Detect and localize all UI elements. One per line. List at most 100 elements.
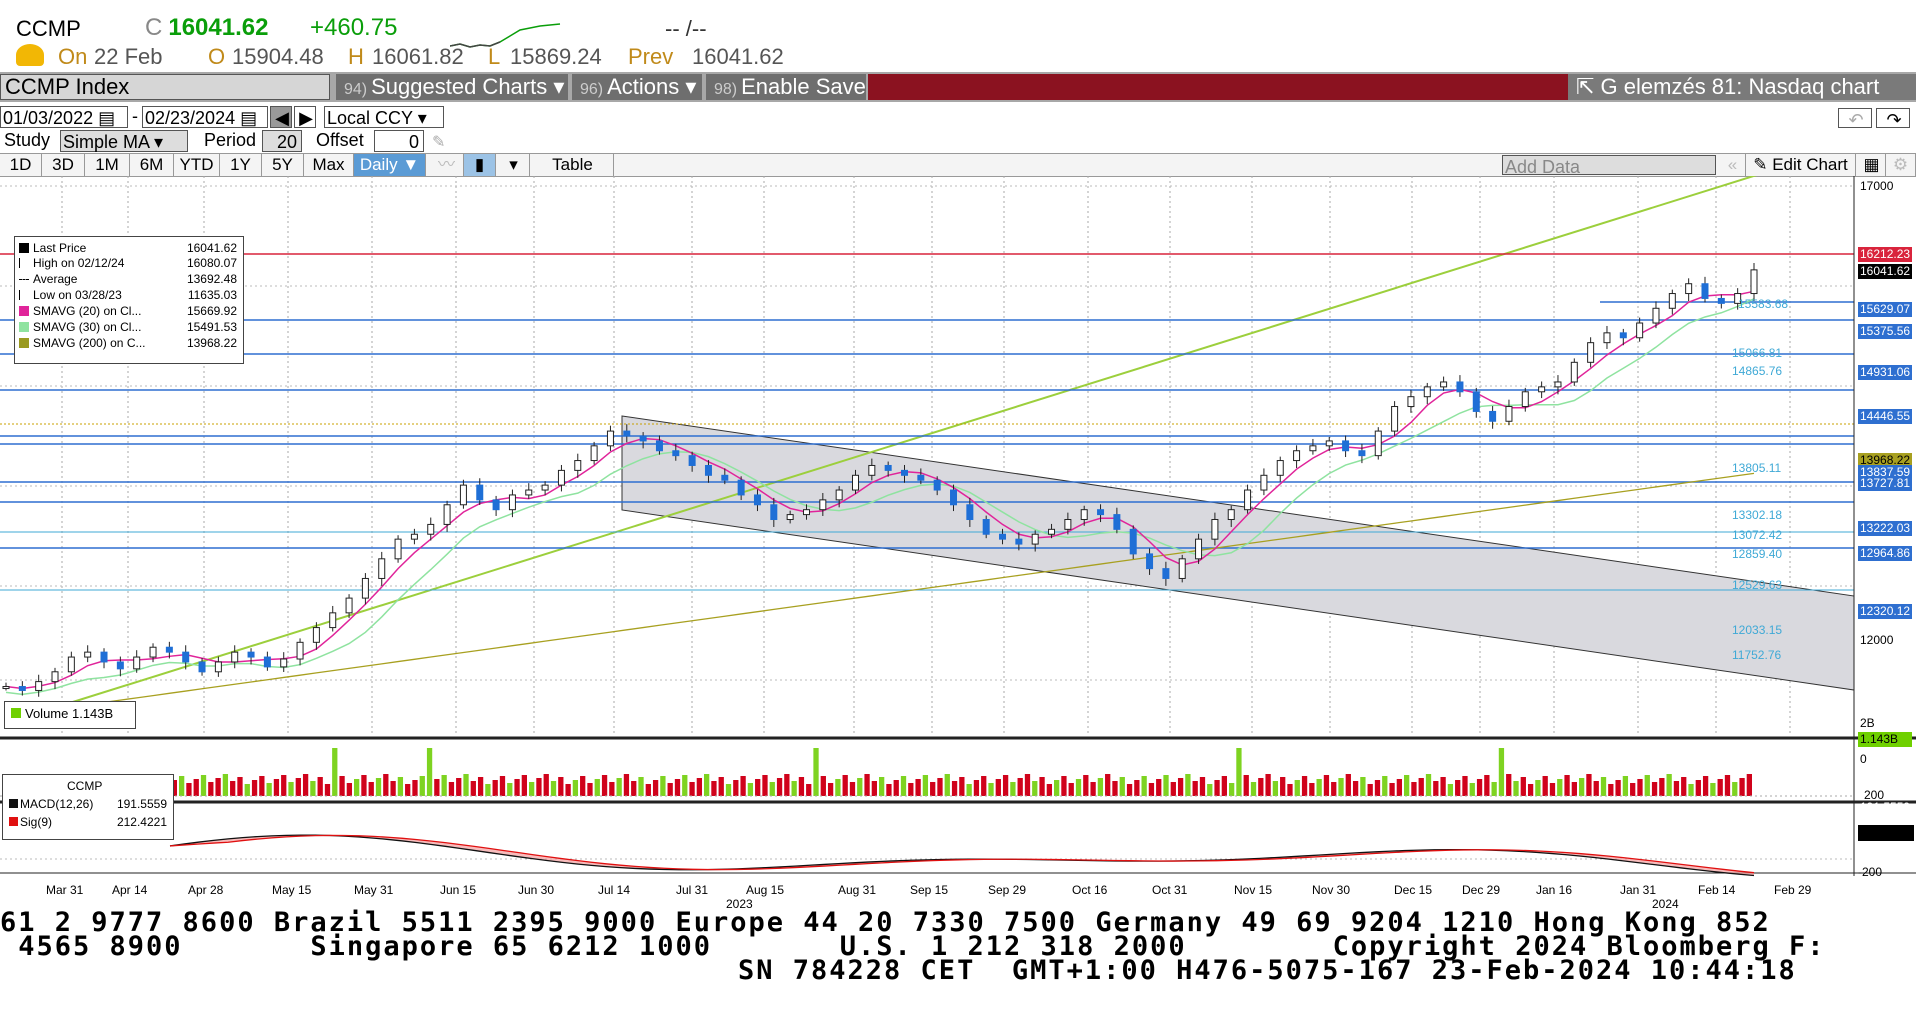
volume-bar <box>492 780 498 796</box>
volume-bar <box>1462 776 1468 796</box>
gauge-icon[interactable] <box>16 44 44 66</box>
volume-bar <box>1163 775 1169 796</box>
candle-body <box>1407 396 1415 408</box>
volume-bar <box>1673 781 1680 796</box>
candle-body <box>999 533 1007 540</box>
volume-bar <box>1323 775 1330 796</box>
volume-bar <box>1542 776 1548 796</box>
period-ytd[interactable]: YTD <box>174 154 220 176</box>
enable-save-button[interactable]: 98) Enable Save <box>706 74 866 100</box>
period-field[interactable]: 20 <box>262 130 302 152</box>
candle-body <box>868 464 876 476</box>
volume-bar <box>580 776 586 796</box>
chart-type-dropdown-icon[interactable]: ▾ <box>498 154 530 176</box>
volume-bar <box>295 778 301 796</box>
legend-row: Average 13692.48 <box>19 272 239 287</box>
table-button[interactable]: Table <box>532 154 614 176</box>
pencil-icon[interactable]: ✎ <box>432 134 446 151</box>
volume-bar <box>827 783 834 796</box>
volume-bar <box>514 779 520 796</box>
undo-icon[interactable]: ↶ <box>1838 108 1872 130</box>
edit-chart-button[interactable]: ✎ Edit Chart <box>1746 154 1856 176</box>
candle-body <box>84 651 92 658</box>
start-date-field[interactable]: 01/03/2022 ▤ <box>0 106 128 128</box>
volume-bar <box>1615 780 1621 796</box>
macd-row: MACD(12,26) <box>9 797 93 811</box>
period-1d[interactable]: 1D <box>0 154 42 176</box>
security-field[interactable]: CCMP Index <box>0 74 330 100</box>
volume-bar <box>441 775 447 796</box>
candle-body <box>1554 381 1562 388</box>
volume-bar <box>230 781 236 796</box>
volume-bar <box>368 782 374 796</box>
period-max[interactable]: Max <box>304 154 354 176</box>
add-data-field[interactable]: Add Data <box>1502 155 1716 177</box>
volume-bar <box>1061 776 1067 796</box>
legend-row: SMAVG (200) on C... 13968.22 <box>19 336 239 351</box>
period-1y[interactable]: 1Y <box>220 154 262 176</box>
volume-bar <box>1630 783 1636 796</box>
gear-icon[interactable]: ⚙ <box>1886 154 1916 176</box>
x-tick-label: Sep 15 <box>910 883 949 897</box>
volume-bar <box>1411 782 1417 796</box>
redo-icon[interactable]: ↷ <box>1876 108 1910 130</box>
candle-body <box>917 474 925 481</box>
volume-bar <box>995 779 1001 796</box>
volume-bar <box>1360 777 1366 796</box>
x-tick-label: Aug 15 <box>746 883 785 897</box>
volume-bar <box>988 783 994 796</box>
suggested-charts-button[interactable]: 94) Suggested Charts ▾ <box>336 74 568 100</box>
offset-label: Offset <box>316 130 364 150</box>
volume-bar <box>1301 776 1308 796</box>
volume-bar <box>470 781 476 796</box>
volume-bar <box>791 781 797 796</box>
line-chart-icon[interactable]: 〰 <box>430 154 464 176</box>
frequency-select[interactable]: Daily ▼ <box>354 154 426 176</box>
study-select[interactable]: Simple MA ▾ <box>60 130 188 152</box>
period-6m[interactable]: 6M <box>130 154 174 176</box>
candle-body <box>1146 553 1154 570</box>
actions-button[interactable]: 96) Actions ▾ <box>572 74 702 100</box>
volume-bar <box>1659 778 1665 796</box>
x-tick-label: Dec 29 <box>1462 883 1501 897</box>
prev-arrow-icon[interactable]: ◀ <box>270 106 292 128</box>
edit-icon: ✎ <box>1753 155 1773 174</box>
price-tag: 16041.62 <box>1858 264 1912 279</box>
volume-bar <box>1090 782 1096 796</box>
volume-bar <box>937 778 943 796</box>
volume-bar <box>1476 779 1483 796</box>
external-link-icon[interactable]: ⇱ <box>1576 74 1601 99</box>
volume-bar <box>1520 777 1526 796</box>
candle-body <box>966 504 974 521</box>
period-3d[interactable]: 3D <box>42 154 85 176</box>
chart-settings-icon[interactable]: ▦ <box>1858 154 1886 176</box>
volume-bar <box>1651 782 1658 796</box>
candle-body <box>770 504 778 521</box>
x-tick-label: Oct 31 <box>1152 883 1188 897</box>
chart-title[interactable]: ⇱ G elemzés 81: Nasdaq chart <box>1568 74 1916 100</box>
candle-body <box>1538 386 1546 393</box>
collapse-icon[interactable]: « <box>1720 154 1746 176</box>
legend-label: Last Price <box>33 241 87 255</box>
currency-value: Local CCY <box>327 108 413 128</box>
candle-body <box>1015 538 1023 545</box>
currency-select[interactable]: Local CCY ▾ <box>324 106 444 128</box>
bar-chart-icon[interactable]: ▮ <box>464 154 496 176</box>
period-1m[interactable]: 1M <box>85 154 130 176</box>
next-arrow-icon[interactable]: ▶ <box>294 106 316 128</box>
ticker-symbol: CCMP <box>16 16 81 41</box>
candle-body <box>655 440 663 452</box>
candle-body <box>1636 322 1644 339</box>
candle-body <box>410 533 418 540</box>
end-date-field[interactable]: 02/23/2024 ▤ <box>142 106 268 128</box>
volume-bar <box>193 779 199 796</box>
volume-bar <box>835 779 841 796</box>
volume-bar <box>1185 774 1191 796</box>
period-5y[interactable]: 5Y <box>262 154 304 176</box>
volume-bar <box>645 784 651 796</box>
prev-label: Prev <box>628 44 674 69</box>
candle-body <box>786 514 794 521</box>
volume-bar <box>456 778 462 796</box>
candle-body <box>541 484 549 491</box>
offset-field[interactable]: 0 <box>374 130 424 152</box>
